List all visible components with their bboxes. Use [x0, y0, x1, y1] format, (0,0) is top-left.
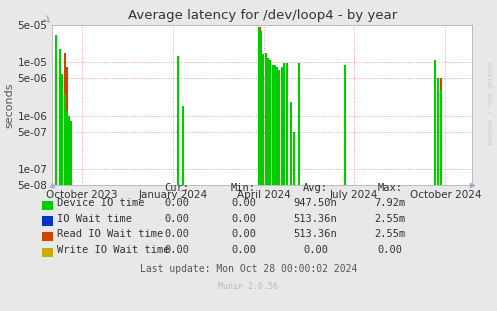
- Text: 0.00: 0.00: [303, 245, 328, 255]
- Title: Average latency for /dev/loop4 - by year: Average latency for /dev/loop4 - by year: [128, 9, 397, 22]
- Text: Write IO Wait time: Write IO Wait time: [57, 245, 169, 255]
- Text: 0.00: 0.00: [231, 245, 256, 255]
- Text: Avg:: Avg:: [303, 183, 328, 193]
- Text: 0.00: 0.00: [164, 214, 189, 224]
- Text: Min:: Min:: [231, 183, 256, 193]
- Text: 7.92m: 7.92m: [375, 198, 406, 208]
- Text: 0.00: 0.00: [164, 198, 189, 208]
- Text: 0.00: 0.00: [164, 229, 189, 239]
- Text: 2.55m: 2.55m: [375, 214, 406, 224]
- Text: Munin 2.0.56: Munin 2.0.56: [219, 281, 278, 290]
- Text: 2.55m: 2.55m: [375, 229, 406, 239]
- Text: 0.00: 0.00: [231, 214, 256, 224]
- Text: RRDTOOL / TOBI OETIKER: RRDTOOL / TOBI OETIKER: [489, 61, 494, 144]
- Text: Read IO Wait time: Read IO Wait time: [57, 229, 164, 239]
- Text: 0.00: 0.00: [164, 245, 189, 255]
- Text: 0.00: 0.00: [231, 229, 256, 239]
- Text: 0.00: 0.00: [231, 198, 256, 208]
- Text: Cur:: Cur:: [164, 183, 189, 193]
- Text: 513.36n: 513.36n: [294, 229, 337, 239]
- Text: 0.00: 0.00: [378, 245, 403, 255]
- Y-axis label: seconds: seconds: [4, 82, 15, 128]
- Text: Max:: Max:: [378, 183, 403, 193]
- Text: Device IO time: Device IO time: [57, 198, 145, 208]
- Text: 947.50n: 947.50n: [294, 198, 337, 208]
- Text: 513.36n: 513.36n: [294, 214, 337, 224]
- Text: IO Wait time: IO Wait time: [57, 214, 132, 224]
- Text: Last update: Mon Oct 28 00:00:02 2024: Last update: Mon Oct 28 00:00:02 2024: [140, 264, 357, 274]
